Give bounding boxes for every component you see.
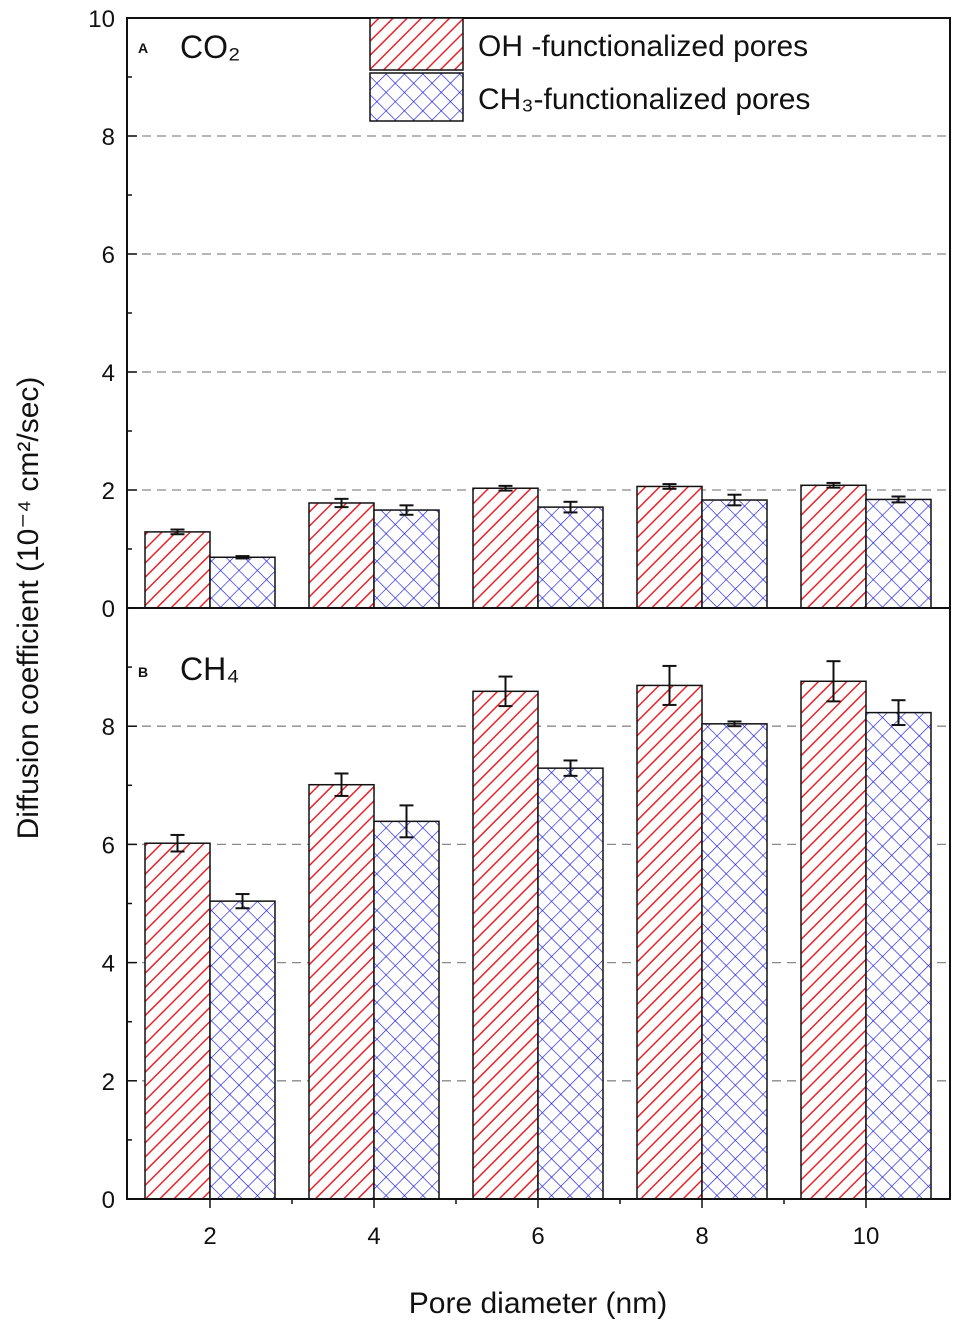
error-bar-b-ch3-2: [235, 893, 250, 910]
error-bar-b-oh-10: [826, 660, 841, 703]
axis-ticks: 0 2 4 6 8 10 0 2 4 6 8 2 4 6 8 10: [88, 6, 879, 1250]
bar-b-oh-2: [144, 842, 211, 1200]
error-bar-a-oh-10: [826, 481, 841, 489]
error-bar-a-oh-2: [170, 528, 185, 536]
bar-b-oh-10: [800, 680, 867, 1200]
x-tick-label-10: 10: [853, 1223, 880, 1250]
x-tick-label-6: 6: [531, 1223, 544, 1250]
bar-a-ch3-6: [537, 506, 604, 609]
legend-label-ch3: CH₃-functionalized pores: [478, 83, 810, 116]
error-bar-a-oh-8: [662, 483, 677, 490]
bar-b-ch3-4: [373, 820, 440, 1200]
bar-b-oh-6: [472, 690, 539, 1200]
legend: OH -functionalized pores CH₃-functionali…: [369, 17, 810, 122]
error-bar-b-ch3-8: [727, 720, 742, 728]
error-bar-b-ch3-6: [563, 759, 578, 777]
error-bar-a-oh-4: [334, 497, 349, 509]
error-bar-a-ch3-4: [399, 504, 414, 516]
panel-b-title: CH₄: [180, 651, 239, 687]
panel-labels: A CO₂ B CH₄: [138, 29, 240, 687]
y-tick-label-b: 6: [102, 832, 115, 859]
bar-a-oh-8: [636, 485, 703, 609]
x-tick-label-4: 4: [367, 1223, 380, 1250]
error-bar-b-ch3-10: [891, 699, 906, 727]
panel-a-letter: A: [138, 40, 148, 56]
legend-swatch-ch3: [369, 72, 464, 122]
y-tick-label-b: 4: [102, 951, 115, 978]
bar-b-oh-8: [636, 684, 703, 1200]
error-bar-b-oh-8: [662, 664, 677, 706]
error-bar-b-oh-4: [334, 772, 349, 797]
error-bar-b-ch3-4: [399, 804, 414, 839]
bar-a-oh-2: [144, 531, 211, 609]
y-tick-label-a: 6: [102, 242, 115, 269]
bar-a-ch3-8: [701, 499, 768, 609]
panel-a-title: CO₂: [180, 29, 240, 65]
y-tick-label-a: 10: [88, 6, 115, 33]
error-bars: [170, 481, 906, 910]
error-bar-a-ch3-6: [563, 500, 578, 514]
y-tick-label-a: 4: [102, 360, 115, 387]
error-bar-b-oh-6: [498, 675, 513, 708]
y-tick-label-b: 0: [102, 1187, 115, 1214]
error-bar-a-oh-6: [498, 484, 513, 492]
y-tick-label-a: 2: [102, 478, 115, 505]
legend-swatch-oh: [369, 17, 464, 71]
bar-a-ch3-4: [373, 509, 440, 609]
bar-a-oh-10: [800, 484, 867, 609]
y-tick-label-b: 2: [102, 1069, 115, 1096]
x-tick-label-8: 8: [695, 1223, 708, 1250]
bar-b-ch3-10: [865, 711, 932, 1200]
bar-b-ch3-8: [701, 723, 768, 1200]
panel-b-letter: B: [138, 664, 148, 680]
bar-a-oh-6: [472, 487, 539, 609]
bar-a-oh-4: [308, 502, 375, 609]
error-bar-a-ch3-10: [891, 495, 906, 504]
y-tick-label-a: 8: [102, 124, 115, 151]
x-axis-title: Pore diameter (nm): [409, 1287, 667, 1320]
y-axis-title: Diffusion coefficient (10⁻⁴ cm²/sec): [12, 377, 45, 840]
bar-a-ch3-10: [865, 498, 932, 609]
bar-b-ch3-2: [209, 900, 276, 1200]
error-bar-a-ch3-2: [235, 555, 250, 560]
bar-b-oh-4: [308, 783, 375, 1200]
legend-label-oh: OH -functionalized pores: [478, 30, 808, 63]
y-tick-label-a: 0: [102, 596, 115, 623]
bars: [144, 484, 932, 1200]
bar-b-ch3-6: [537, 767, 604, 1200]
error-bar-b-oh-2: [170, 833, 185, 853]
y-tick-label-b: 8: [102, 714, 115, 741]
error-bar-a-ch3-8: [727, 493, 742, 507]
bar-a-ch3-2: [209, 556, 276, 609]
x-tick-label-2: 2: [203, 1223, 216, 1250]
